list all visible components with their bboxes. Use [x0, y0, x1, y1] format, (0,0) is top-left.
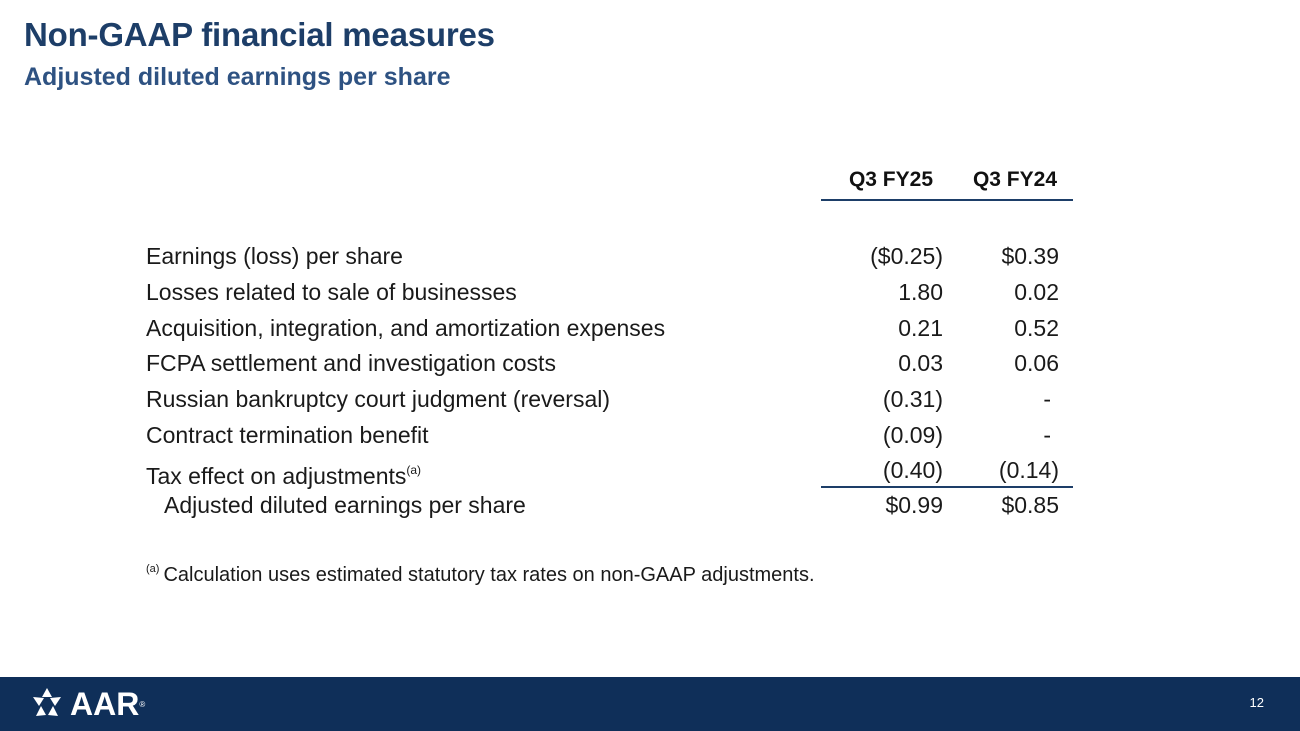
row-label: Acquisition, integration, and amortizati… — [146, 315, 666, 341]
value-q3fy24: - — [1043, 386, 1051, 412]
column-header-q3fy24: Q3 FY24 — [972, 168, 1057, 191]
value-q3fy25: (0.09) — [882, 422, 943, 448]
total-q3fy24: $0.85 — [1001, 492, 1059, 518]
row-label: Contract termination benefit — [146, 422, 429, 448]
value-q3fy25: 0.03 — [898, 350, 943, 376]
column-header-q3fy25: Q3 FY25 — [848, 168, 933, 191]
logo-wordmark: AAR — [70, 685, 140, 722]
value-q3fy24: - — [1043, 422, 1051, 448]
total-q3fy25: $0.99 — [885, 492, 943, 518]
footer-bar: AAR ® 12 — [0, 677, 1300, 731]
row-label-text: Tax effect on adjustments — [146, 463, 407, 489]
table-row: Acquisition, integration, and amortizati… — [146, 313, 1076, 343]
footnote-marker: (a) — [406, 463, 422, 477]
footnote-text: Calculation uses estimated statutory tax… — [163, 564, 815, 586]
footnote-marker: (a) — [146, 563, 160, 575]
table-row: Contract termination benefit (0.09) - — [146, 420, 1076, 450]
row-label: Losses related to sale of businesses — [146, 279, 517, 305]
row-label: Russian bankruptcy court judgment (rever… — [146, 386, 611, 412]
value-q3fy25: (0.31) — [882, 386, 943, 412]
value-q3fy25: (0.40) — [882, 457, 943, 483]
table-row: Losses related to sale of businesses 1.8… — [146, 277, 1076, 307]
value-q3fy25: 1.80 — [898, 279, 943, 305]
value-q3fy24: 0.02 — [1014, 279, 1059, 305]
page-subtitle: Adjusted diluted earnings per share — [24, 63, 451, 91]
table-row: FCPA settlement and investigation costs … — [146, 348, 1076, 378]
value-q3fy25: 0.21 — [898, 315, 943, 341]
aar-star-icon — [33, 688, 61, 716]
row-label: Tax effect on adjustments(a) — [146, 455, 421, 491]
page-number: 12 — [1249, 695, 1264, 710]
row-label: FCPA settlement and investigation costs — [146, 350, 556, 376]
value-q3fy24: 0.52 — [1014, 315, 1059, 341]
value-q3fy24: $0.39 — [1001, 243, 1059, 269]
page-title: Non-GAAP financial measures — [24, 16, 495, 53]
table-row: Earnings (loss) per share ($0.25) $0.39 — [146, 241, 1076, 271]
trademark-symbol: ® — [139, 699, 146, 709]
subtotal-rule — [821, 486, 1073, 488]
value-q3fy25: ($0.25) — [870, 243, 943, 269]
table-row: Russian bankruptcy court judgment (rever… — [146, 384, 1076, 414]
footnote: (a) Calculation uses estimated statutory … — [146, 563, 815, 587]
header-rule — [821, 199, 1073, 201]
aar-logo: AAR ® — [30, 685, 146, 722]
value-q3fy24: 0.06 — [1014, 350, 1059, 376]
total-label: Adjusted diluted earnings per share — [164, 492, 526, 518]
total-row: Adjusted diluted earnings per share $0.9… — [146, 490, 1076, 520]
table-row: Tax effect on adjustments(a) (0.40) (0.1… — [146, 455, 1076, 489]
value-q3fy24: (0.14) — [998, 457, 1059, 483]
row-label: Earnings (loss) per share — [146, 243, 403, 269]
